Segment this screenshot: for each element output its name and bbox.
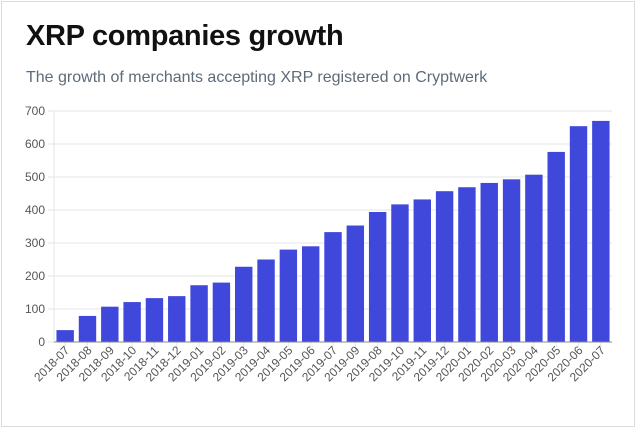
bar	[480, 182, 498, 342]
bar	[212, 282, 231, 342]
bar	[368, 211, 387, 342]
bar	[547, 151, 565, 342]
bar	[123, 302, 141, 342]
bar	[592, 120, 610, 343]
y-tick-label: 300	[25, 236, 45, 250]
y-tick-label: 400	[25, 203, 45, 217]
bar	[324, 232, 342, 342]
bar	[346, 225, 365, 342]
bar	[235, 266, 253, 342]
chart-subtitle: The growth of merchants accepting XRP re…	[26, 69, 488, 86]
chart-title: XRP companies growth	[26, 20, 344, 52]
y-tick-label: 0	[38, 335, 45, 349]
bar	[458, 187, 476, 342]
bar	[525, 174, 543, 342]
y-tick-label: 500	[25, 170, 45, 184]
bar	[502, 179, 521, 342]
bar	[301, 246, 320, 342]
y-tick-label: 100	[25, 302, 45, 316]
bar	[101, 306, 119, 342]
bar	[168, 296, 186, 342]
bar	[56, 330, 74, 342]
bar	[190, 285, 208, 342]
bar	[279, 249, 298, 342]
bar	[391, 204, 409, 342]
bar	[435, 191, 454, 342]
y-tick-label: 200	[25, 269, 45, 283]
bar	[145, 298, 164, 342]
y-tick-label: 600	[25, 137, 45, 151]
bar	[257, 259, 275, 342]
bar	[413, 199, 431, 342]
bar	[78, 315, 97, 342]
bar	[569, 126, 588, 343]
y-tick-label: 700	[25, 104, 45, 118]
